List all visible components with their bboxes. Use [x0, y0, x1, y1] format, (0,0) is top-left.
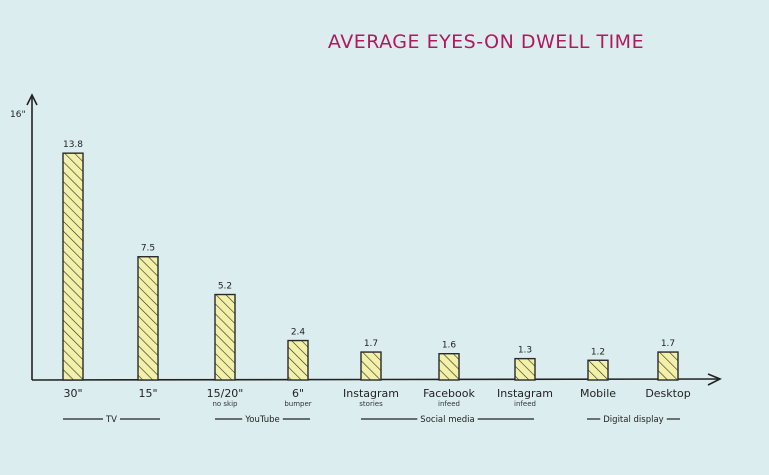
x-axis-arrow	[707, 373, 722, 386]
bar-1	[137, 256, 159, 381]
bar-2	[214, 293, 236, 381]
value-label-3: 2.4	[291, 328, 306, 338]
chart-title: AVERAGE EYES-ON DWELL TIME	[328, 31, 644, 53]
category-label-2: 15/20"	[207, 387, 244, 400]
bar-0	[62, 152, 84, 381]
category-label-6: Instagram	[497, 387, 553, 400]
group-label-1: YouTube	[244, 415, 280, 425]
category-label-7: Mobile	[580, 387, 616, 400]
bar-4	[360, 351, 382, 381]
value-label-8: 1.7	[661, 339, 675, 349]
category-sublabel-2: no skip	[212, 400, 238, 408]
bar-3	[287, 339, 309, 381]
bar-5	[438, 353, 460, 381]
category-label-0: 30"	[63, 387, 82, 400]
value-label-5: 1.6	[442, 341, 457, 351]
category-sublabel-5: infeed	[438, 400, 460, 408]
category-label-5: Facebook	[423, 387, 475, 400]
bar-7	[587, 359, 609, 381]
category-sublabel-6: infeed	[514, 400, 536, 408]
value-label-4: 1.7	[364, 339, 378, 349]
value-label-7: 1.2	[591, 347, 605, 357]
group-label-0: TV	[105, 415, 117, 425]
y-axis-arrow	[26, 93, 38, 106]
category-label-4: Instagram	[343, 387, 399, 400]
value-label-1: 7.5	[141, 244, 155, 254]
category-label-8: Desktop	[645, 387, 690, 400]
value-label-2: 5.2	[218, 282, 232, 292]
bar-6	[514, 357, 536, 381]
bars-group: 13.8 7.5 5.2 2.4 1.7 1.6 1.3 1.2 1.7	[62, 140, 679, 381]
value-label-0: 13.8	[63, 140, 83, 150]
group-labels: TV YouTube Social media Digital display	[63, 415, 680, 425]
category-label-3: 6"	[292, 387, 304, 400]
y-tick-label: 16"	[10, 110, 26, 120]
x-labels-group: 30" 15" 15/20"no skip6"bumperInstagramstor…	[63, 387, 690, 408]
bar-8	[657, 351, 679, 381]
category-label-1: 15"	[138, 387, 157, 400]
group-label-3: Digital display	[603, 415, 663, 425]
category-sublabel-4: stories	[359, 400, 383, 408]
value-label-6: 1.3	[518, 346, 532, 356]
category-sublabel-3: bumper	[284, 400, 311, 408]
group-label-2: Social media	[420, 415, 474, 425]
